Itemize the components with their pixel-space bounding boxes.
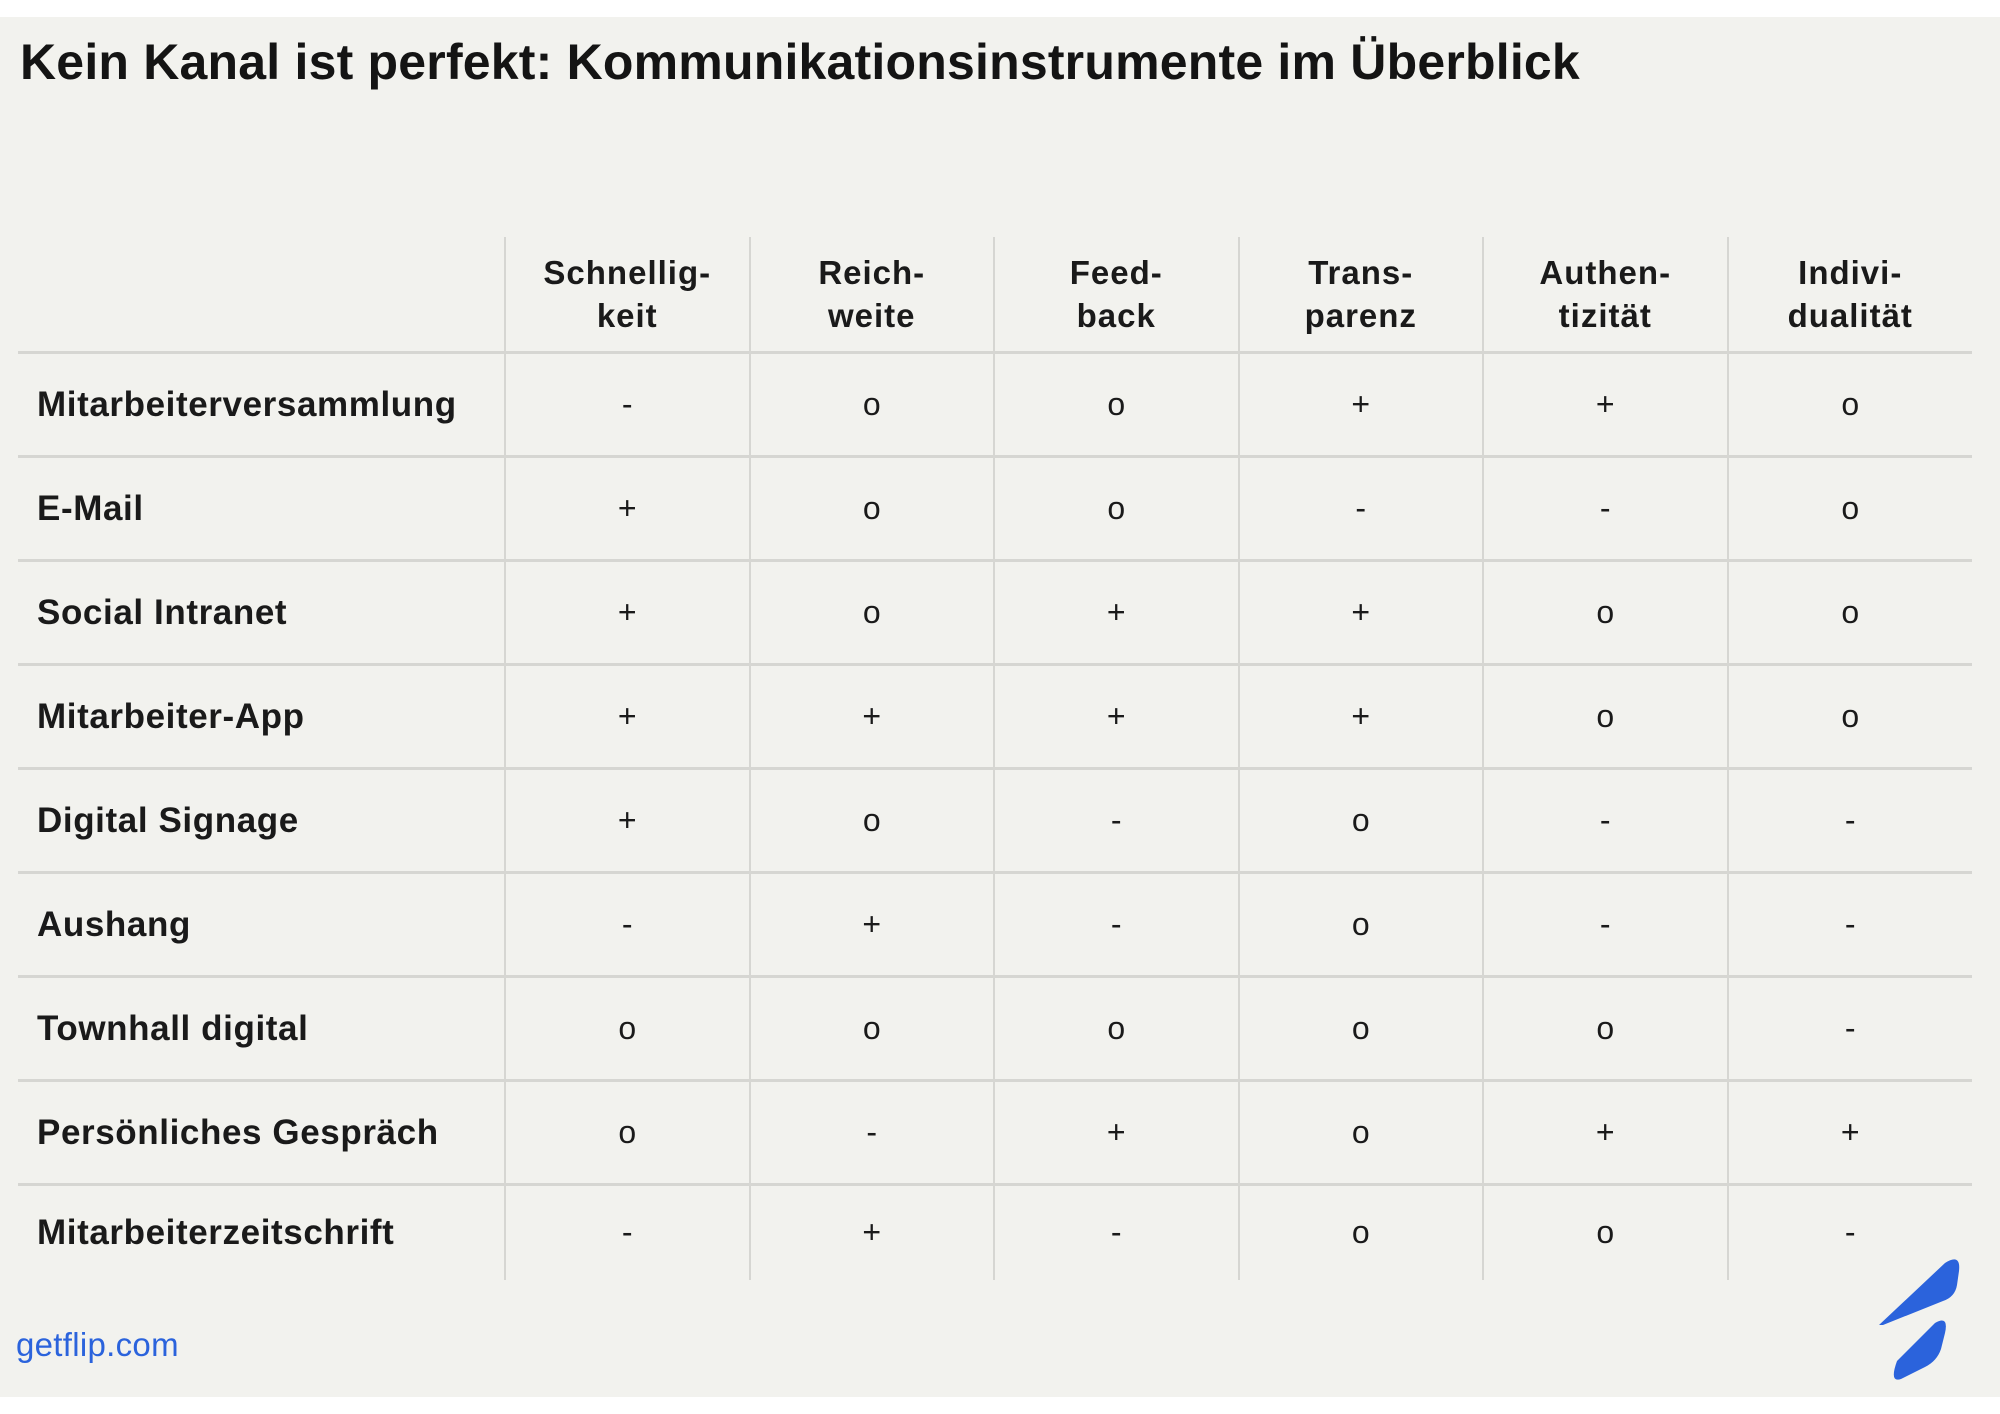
rating-cell: +	[1726, 1080, 1972, 1185]
rating-cell: -	[993, 768, 1239, 873]
table-row: Persönliches Gespräch o - + o + +	[18, 1080, 1972, 1185]
table-row: Mitarbeiterversammlung - o o + + o	[18, 352, 1972, 457]
rating-cell: o	[1482, 976, 1728, 1081]
rating-cell: -	[748, 1080, 994, 1185]
rating-cell: +	[748, 664, 994, 769]
rating-cell: +	[1237, 560, 1483, 665]
row-label: Aushang	[37, 904, 191, 944]
rating-cell: +	[748, 1184, 994, 1280]
rating-cell: -	[993, 872, 1239, 977]
rating-cell: +	[1482, 352, 1728, 457]
rating-cell: o	[1726, 664, 1972, 769]
row-label: Social Intranet	[37, 592, 288, 632]
column-header: Schnellig-keit	[504, 237, 750, 353]
rating-cell: o	[1482, 560, 1728, 665]
row-label: Mitarbeiterzeitschrift	[37, 1212, 395, 1252]
table-header-row: Schnellig-keit Reich-weite Feed-back Tra…	[18, 237, 1972, 353]
logo-lower-stroke	[1893, 1320, 1946, 1380]
row-label: Townhall digital	[37, 1008, 309, 1048]
rating-cell: o	[1237, 768, 1483, 873]
rating-cell: -	[1726, 1184, 1972, 1280]
rating-cell: o	[1482, 1184, 1728, 1280]
rating-cell: -	[1726, 976, 1972, 1081]
rating-cell: o	[993, 352, 1239, 457]
rating-cell: o	[748, 768, 994, 873]
row-label: E-Mail	[37, 488, 144, 528]
rating-cell: o	[504, 976, 750, 1081]
table-row: Social Intranet + o + + o o	[18, 560, 1972, 665]
rating-cell: +	[1482, 1080, 1728, 1185]
rating-cell: o	[1482, 664, 1728, 769]
rating-cell: -	[1726, 768, 1972, 873]
rating-cell: -	[1482, 872, 1728, 977]
column-header: Reich-weite	[748, 237, 994, 353]
rating-cell: +	[993, 664, 1239, 769]
corner-cell	[18, 237, 505, 353]
rating-cell: o	[1237, 1184, 1483, 1280]
table-row: Digital Signage + o - o - -	[18, 768, 1972, 873]
rating-cell: -	[504, 1184, 750, 1280]
rating-cell: -	[1726, 872, 1972, 977]
row-label: Persönliches Gespräch	[37, 1112, 439, 1152]
rating-cell: +	[504, 560, 750, 665]
rating-cell: -	[504, 352, 750, 457]
rating-cell: o	[748, 456, 994, 561]
rating-cell: -	[1482, 456, 1728, 561]
row-label: Mitarbeiter-App	[37, 696, 305, 736]
row-label: Digital Signage	[37, 800, 299, 840]
rating-cell: -	[504, 872, 750, 977]
rating-cell: o	[1726, 560, 1972, 665]
page-title: Kein Kanal ist perfekt: Kommunikationsin…	[20, 34, 1580, 90]
rating-cell: o	[748, 976, 994, 1081]
rating-cell: o	[1237, 976, 1483, 1081]
table-row: Mitarbeiterzeitschrift - + - o o -	[18, 1184, 1972, 1280]
rating-cell: o	[748, 352, 994, 457]
channel-comparison-table: Schnellig-keit Reich-weite Feed-back Tra…	[18, 237, 1972, 1280]
rating-cell: o	[1726, 456, 1972, 561]
rating-cell: o	[1726, 352, 1972, 457]
flip-logo-icon	[1879, 1259, 1960, 1380]
rating-cell: +	[504, 664, 750, 769]
rating-cell: +	[993, 1080, 1239, 1185]
rating-cell: -	[1237, 456, 1483, 561]
rating-cell: +	[504, 456, 750, 561]
column-header: Authen-tizität	[1482, 237, 1728, 353]
rating-cell: o	[504, 1080, 750, 1185]
column-header: Feed-back	[993, 237, 1239, 353]
rating-cell: +	[748, 872, 994, 977]
rating-cell: +	[1237, 664, 1483, 769]
rating-cell: +	[1237, 352, 1483, 457]
rating-cell: -	[993, 1184, 1239, 1280]
rating-cell: +	[993, 560, 1239, 665]
rating-cell: o	[1237, 872, 1483, 977]
column-header: Trans-parenz	[1237, 237, 1483, 353]
rating-cell: o	[993, 456, 1239, 561]
rating-cell: o	[1237, 1080, 1483, 1185]
rating-cell: o	[993, 976, 1239, 1081]
rating-cell: o	[748, 560, 994, 665]
table-row: Townhall digital o o o o o -	[18, 976, 1972, 1081]
row-label: Mitarbeiterversammlung	[37, 384, 457, 424]
rating-cell: +	[504, 768, 750, 873]
table-row: Mitarbeiter-App + + + + o o	[18, 664, 1972, 769]
footer-link[interactable]: getflip.com	[16, 1326, 179, 1363]
rating-cell: -	[1482, 768, 1728, 873]
table-row: Aushang - + - o - -	[18, 872, 1972, 977]
logo-upper-stroke	[1879, 1259, 1960, 1325]
content-canvas: Kein Kanal ist perfekt: Kommunikationsin…	[0, 17, 2000, 1397]
table-row: E-Mail + o o - - o	[18, 456, 1972, 561]
column-header: Indivi-dualität	[1726, 237, 1972, 353]
